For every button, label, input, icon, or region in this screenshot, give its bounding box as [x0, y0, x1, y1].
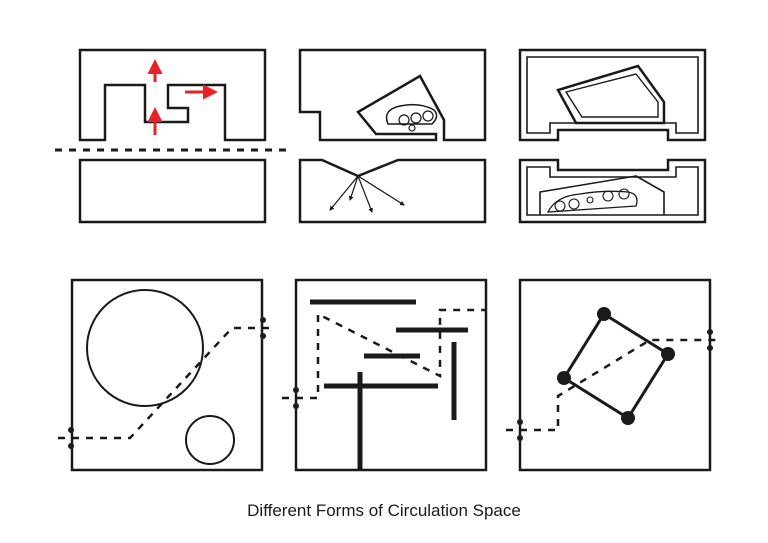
panelA-outline [80, 50, 265, 140]
panelB-lower [300, 160, 485, 222]
panelB-ray [358, 176, 404, 205]
entry-dot [707, 345, 713, 351]
entry-dot [293, 387, 299, 393]
diagram-caption: Different Forms of Circulation Space [0, 501, 768, 521]
panelC-lower-dot [555, 201, 565, 211]
panelF-path [506, 340, 720, 430]
entry-dot [68, 427, 74, 433]
panelC-quad-o [558, 66, 664, 123]
panelF-square [564, 314, 668, 418]
panelC-lower-dot [587, 197, 593, 203]
panelF-node [597, 307, 611, 321]
panelA-lower [80, 160, 265, 222]
panelB-dot [411, 113, 421, 123]
panelC-lower-quad [540, 176, 664, 215]
entry-dot [68, 443, 74, 449]
panelD-smallcircle [186, 416, 234, 464]
panelC-lower-dot [569, 199, 579, 209]
panelB-ray [358, 176, 372, 212]
panelC-upper-outer [520, 50, 705, 140]
entry-dot [517, 435, 523, 441]
entry-dot [293, 403, 299, 409]
panelF-node [621, 411, 635, 425]
panelD-path [58, 328, 276, 438]
panelC-lower-dot [603, 191, 613, 201]
panelB-upper [300, 50, 485, 140]
panelF-frame [520, 280, 710, 470]
circulation-diagram [0, 0, 768, 543]
panelC-upper-inner [527, 57, 698, 133]
panelC-lower-dot [619, 189, 629, 199]
panelB-dot [409, 125, 415, 131]
panelF-node [661, 347, 675, 361]
entry-dot [707, 329, 713, 335]
entry-dot [517, 419, 523, 425]
panelB-dot [423, 111, 433, 121]
entry-dot [260, 317, 266, 323]
entry-dot [260, 333, 266, 339]
panelF-node [557, 371, 571, 385]
panelB-ray [330, 176, 358, 210]
panelC-quad-i [566, 74, 658, 117]
panelB-ray [350, 176, 358, 200]
panelD-bigcircle [87, 290, 203, 406]
panelE-frame [296, 280, 486, 470]
